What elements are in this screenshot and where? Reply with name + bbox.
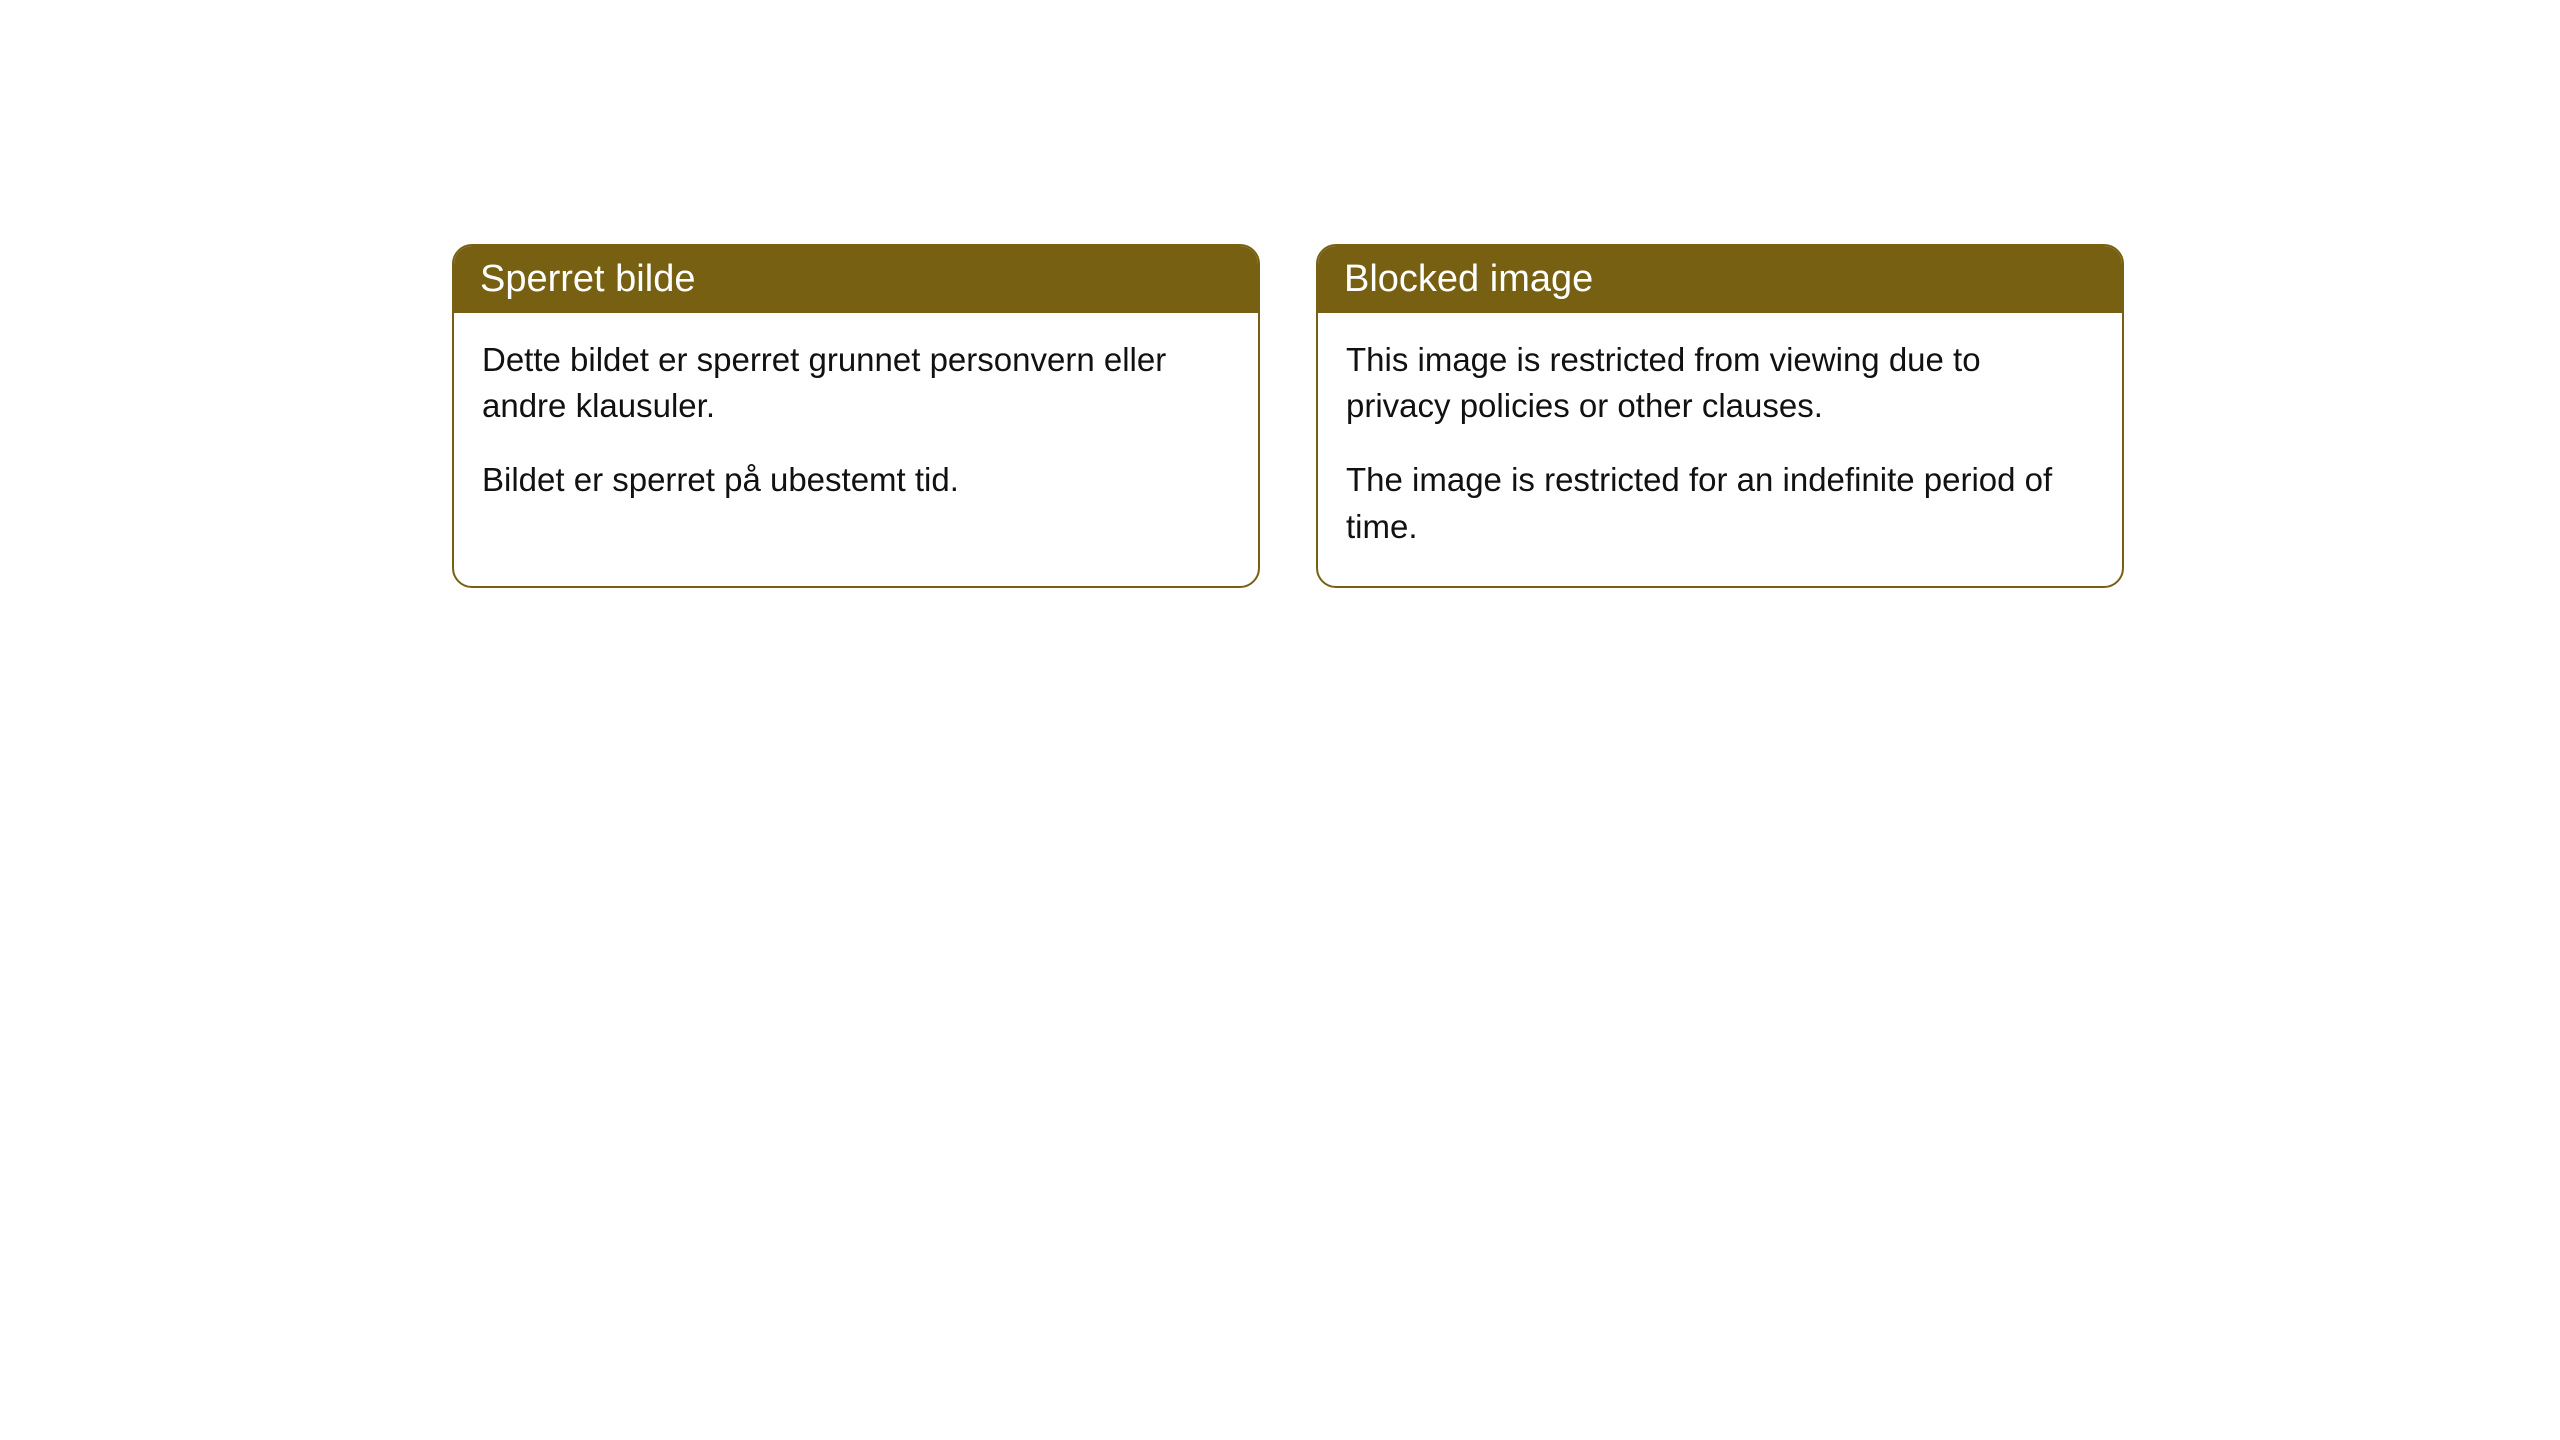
card-paragraph: This image is restricted from viewing du… [1346, 337, 2094, 429]
notice-card-english: Blocked image This image is restricted f… [1316, 244, 2124, 588]
card-header: Sperret bilde [454, 246, 1258, 313]
card-header: Blocked image [1318, 246, 2122, 313]
card-body: This image is restricted from viewing du… [1318, 313, 2122, 586]
card-body: Dette bildet er sperret grunnet personve… [454, 313, 1258, 540]
card-paragraph: Bildet er sperret på ubestemt tid. [482, 457, 1230, 503]
notice-cards-container: Sperret bilde Dette bildet er sperret gr… [452, 244, 2560, 588]
card-paragraph: Dette bildet er sperret grunnet personve… [482, 337, 1230, 429]
card-title: Sperret bilde [480, 258, 695, 300]
card-paragraph: The image is restricted for an indefinit… [1346, 457, 2094, 549]
card-title: Blocked image [1344, 258, 1593, 300]
notice-card-norwegian: Sperret bilde Dette bildet er sperret gr… [452, 244, 1260, 588]
